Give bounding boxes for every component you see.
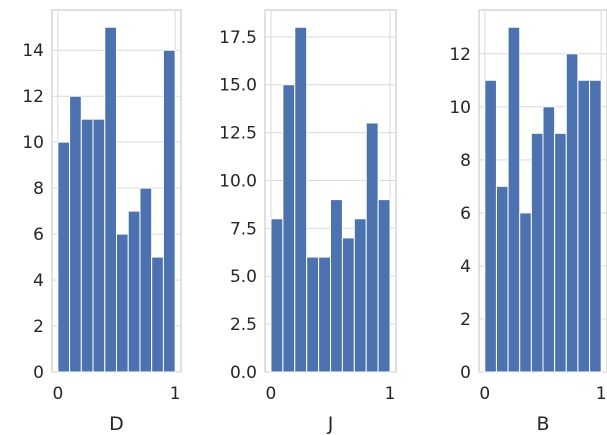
histogram-bar: [341, 237, 355, 373]
histogram-bar: [577, 79, 591, 373]
x-tick-label: 1: [170, 384, 181, 404]
histogram-bar: [318, 256, 332, 373]
x-tick-label: 1: [596, 384, 607, 404]
histogram-bar: [495, 185, 509, 373]
y-tick-label: 10: [22, 133, 44, 153]
y-tick-label: 8: [460, 151, 471, 171]
y-tick-label: 2: [33, 317, 44, 337]
histogram-bar: [270, 218, 284, 373]
y-tick-label: 12: [22, 87, 44, 107]
histogram-bar: [507, 26, 521, 373]
y-tick-label: 4: [460, 257, 471, 277]
x-axis-label: B: [536, 413, 549, 435]
y-tick-label: 0.0: [230, 363, 257, 383]
y-tick-label: 7.5: [230, 219, 257, 239]
histogram-bar: [162, 49, 176, 373]
x-tick-label: 1: [385, 384, 396, 404]
histogram-bar: [306, 256, 320, 373]
y-tick-label: 10: [449, 98, 471, 118]
y-tick-label: 12.5: [219, 124, 257, 144]
subplot-b: 0 2 4 6 8 10 12 0 1 B: [449, 9, 607, 435]
histogram-bar: [330, 199, 343, 373]
subplot-d: 0 2 4 6 8 10 12 14 0 1 D: [22, 9, 182, 435]
histogram-bar: [565, 53, 579, 373]
histogram-bar: [69, 95, 82, 373]
x-tick-label: 0: [266, 384, 277, 404]
histogram-bar: [294, 26, 308, 373]
histogram-bar: [484, 79, 497, 373]
histogram-bar: [353, 218, 367, 373]
x-tick-label: 0: [479, 384, 490, 404]
histogram-bar: [365, 122, 379, 373]
y-tick-label: 4: [33, 271, 44, 291]
y-tick-label: 14: [22, 41, 44, 61]
y-tick-label: 6: [460, 204, 471, 224]
y-tick-label: 5.0: [230, 267, 257, 287]
x-tick-label: 0: [52, 384, 63, 404]
histogram-bar: [554, 132, 567, 373]
histogram-bar: [519, 212, 532, 373]
x-axis-label: J: [327, 413, 334, 435]
histogram-bar: [377, 199, 391, 373]
y-tick-label: 17.5: [219, 28, 257, 48]
histogram-bar: [92, 118, 106, 373]
y-tick-label: 8: [33, 179, 44, 199]
y-tick-label: 6: [33, 225, 44, 245]
y-tick-label: 0: [460, 363, 471, 383]
histogram-bar: [151, 256, 164, 373]
histogram-bar: [589, 79, 602, 373]
histogram-bar: [139, 187, 153, 373]
subplot-j: 0.0 2.5 5.0 7.5 10.0 12.5 15.0 17.5 0 1 J: [219, 9, 397, 435]
y-tick-label: 10.0: [219, 171, 257, 191]
y-tick-label: 0: [33, 363, 44, 383]
histogram-bar: [116, 233, 129, 373]
histogram-bar: [57, 141, 71, 373]
y-tick-label: 2.5: [230, 315, 257, 335]
histogram-bar: [282, 84, 296, 373]
histogram-bar: [542, 106, 556, 373]
y-tick-label: 12: [449, 45, 471, 65]
x-axis-label: D: [109, 413, 124, 435]
histogram-bar: [530, 132, 544, 373]
y-tick-label: 2: [460, 310, 471, 330]
y-tick-label: 15.0: [219, 76, 257, 96]
histogram-bar: [104, 26, 118, 373]
histogram-bar: [127, 210, 141, 373]
histogram-bar: [80, 118, 94, 373]
